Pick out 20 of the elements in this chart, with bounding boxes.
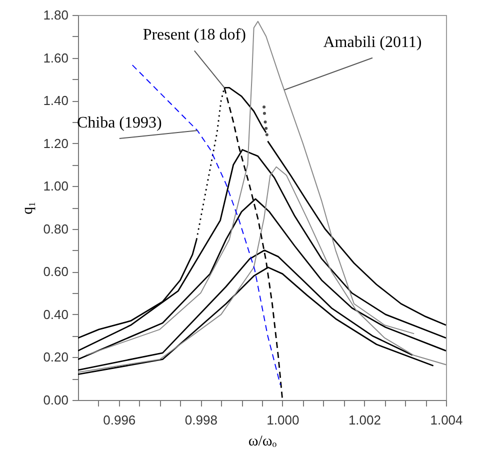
y-tick-label: 1.80: [43, 8, 68, 22]
y-tick-label: 0.80: [43, 221, 68, 236]
y-tick-label: 0.40: [43, 306, 68, 322]
y-tick-label: 0.20: [43, 350, 68, 365]
y-tick-label: 1.00: [43, 178, 68, 194]
x-tick-label: 1.002: [348, 412, 381, 428]
x-axis-title: ω/ωₒ: [248, 434, 278, 450]
annotation: Present (18 dof): [142, 26, 246, 44]
y-tick-label: 1.60: [43, 50, 68, 66]
y-tick-label: 1.40: [43, 93, 68, 108]
y-axis-title: q₁: [20, 202, 36, 214]
y-tick-label: 0.60: [43, 264, 68, 280]
x-tick-label: 0.996: [103, 412, 136, 428]
x-tick-label: 1.004: [430, 412, 463, 428]
y-tick-label: 1.20: [43, 136, 68, 151]
annotation: Amabili (2011): [323, 34, 422, 51]
annotation: Chiba (1993): [76, 114, 162, 132]
y-tick-label: 0.00: [43, 392, 68, 408]
x-tick-label: 0.998: [184, 412, 218, 428]
x-tick-label: 1.000: [266, 412, 300, 428]
